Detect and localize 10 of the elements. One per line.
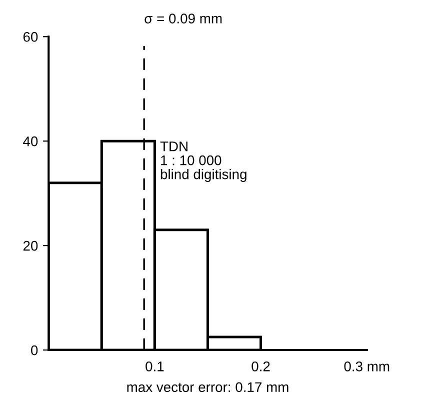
ref-line-label: σ = 0.09 mm [144,14,222,24]
y-tick-label: 40 [23,136,38,146]
annotation: TDN 1 : 10 000 blind digitising [160,142,246,182]
x-tick-label: 0.1 [146,362,164,372]
x-tick-label: 0.2 [252,362,270,372]
y-tick-label: 0 [31,345,38,356]
y-tick-label: 60 [23,32,38,42]
text: max vector error: 0.17 mm [127,382,288,392]
x-tick-label: 0.3 mm [344,362,390,372]
y-tick-label: 20 [23,240,38,251]
